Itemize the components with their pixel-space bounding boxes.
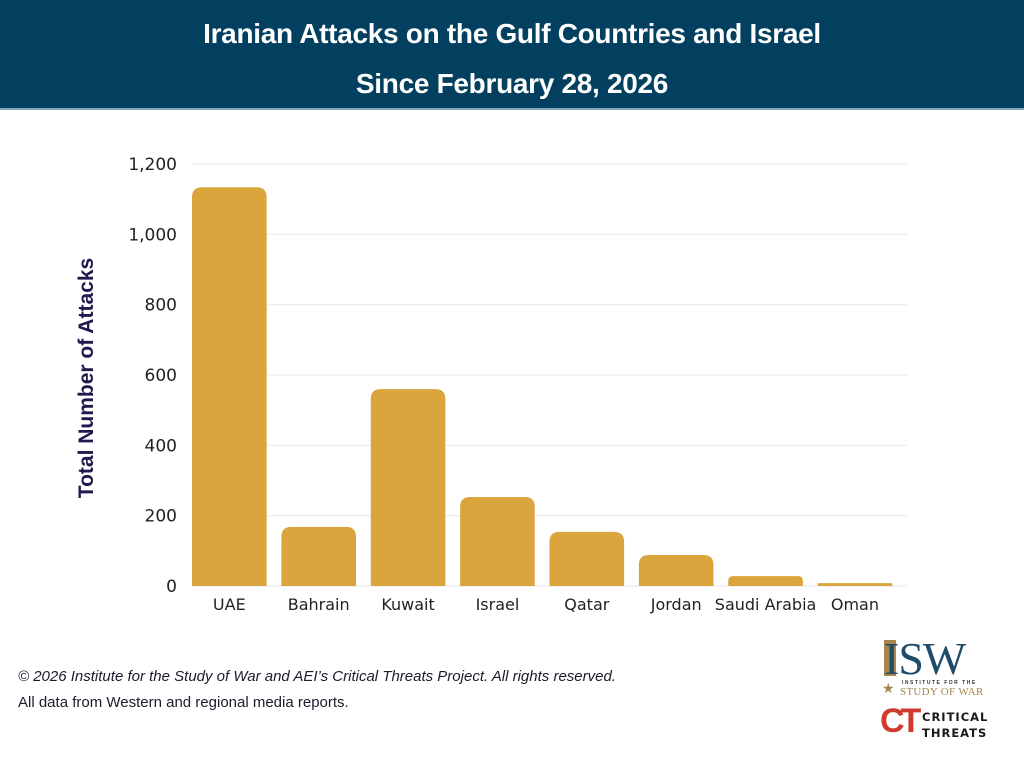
x-tick-label: Oman bbox=[831, 595, 879, 614]
star-icon: ★ bbox=[882, 680, 895, 696]
y-axis-label: Total Number of Attacks bbox=[75, 258, 98, 498]
x-tick-label: Israel bbox=[476, 595, 520, 614]
chart-subtitle: Since February 28, 2026 bbox=[355, 68, 669, 99]
y-tick-label: 1,200 bbox=[128, 155, 177, 175]
x-tick-label: UAE bbox=[213, 595, 246, 614]
x-tick-label: Bahrain bbox=[288, 595, 350, 614]
bar-bahrain bbox=[281, 526, 357, 586]
ct-logo-line2: THREATS bbox=[922, 726, 988, 740]
critical-threats-logo: CT CRITICAL THREATS bbox=[880, 702, 1000, 742]
isw-logo-letters: ISW bbox=[884, 633, 966, 684]
ct-logo-mark: CT bbox=[880, 702, 921, 740]
x-tick-label: Qatar bbox=[564, 595, 609, 614]
bar-jordan bbox=[638, 555, 714, 586]
bar-israel bbox=[460, 497, 535, 586]
y-tick-label: 200 bbox=[145, 507, 177, 527]
y-tick-label: 800 bbox=[145, 296, 177, 316]
bar-saudi-arabia bbox=[728, 576, 803, 586]
x-tick-label: Jordan bbox=[650, 595, 702, 614]
ct-logo-line1: CRITICAL bbox=[922, 710, 989, 724]
bar-oman bbox=[817, 583, 893, 586]
y-tick-label: 1,000 bbox=[128, 225, 177, 245]
header-banner: Iranian Attacks on the Gulf Countries an… bbox=[0, 0, 1024, 110]
source-note: All data from Western and regional media… bbox=[18, 694, 349, 711]
isw-logo: ISW ★ INSTITUTE FOR THE STUDY OF WAR bbox=[878, 633, 998, 698]
bars bbox=[192, 187, 893, 586]
bar-chart: 0 200 400 600 800 1,000 1,200 UAE Bahrain Kuwait… bbox=[75, 155, 907, 614]
gridlines bbox=[192, 163, 907, 587]
y-tick-label: 600 bbox=[145, 366, 177, 386]
bar-qatar bbox=[549, 531, 625, 586]
isw-logo-subtitle-large: STUDY OF WAR bbox=[900, 686, 984, 698]
x-tick-label: Kuwait bbox=[381, 595, 434, 614]
bar-uae bbox=[192, 187, 267, 586]
isw-logo-subtitle-small: INSTITUTE FOR THE bbox=[902, 680, 977, 686]
x-tick-label: Saudi Arabia bbox=[715, 595, 817, 614]
bar-kuwait bbox=[370, 389, 446, 586]
x-axis-ticks: UAE Bahrain Kuwait Israel Qatar Jordan Saudi A… bbox=[213, 595, 879, 614]
isw-logo-bar bbox=[884, 640, 896, 676]
y-axis-ticks: 0 200 400 600 800 1,000 1,200 bbox=[128, 155, 177, 597]
copyright-text: © 2026 Institute for the Study of War an… bbox=[18, 668, 616, 685]
y-tick-label: 0 bbox=[166, 577, 177, 597]
y-tick-label: 400 bbox=[145, 436, 177, 456]
chart-title: Iranian Attacks on the Gulf Countries an… bbox=[203, 18, 821, 49]
